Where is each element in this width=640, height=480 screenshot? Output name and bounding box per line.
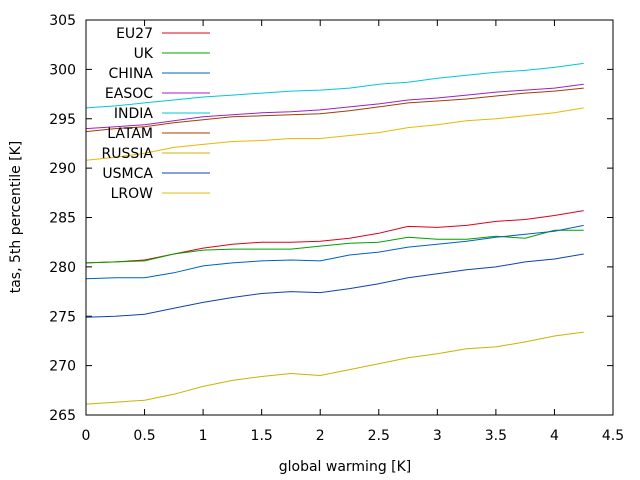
x-tick-label: 1.5 [251, 428, 273, 444]
x-tick-label: 2.5 [368, 428, 390, 444]
legend-label-easoc: EASOC [105, 86, 153, 102]
y-tick-label: 270 [49, 359, 76, 375]
legend-label-china: CHINA [109, 66, 154, 82]
series-line-latam [85, 87, 584, 133]
y-tick-label: 300 [49, 62, 76, 78]
x-tick-label: 3.5 [485, 428, 507, 444]
legend-label-russia: RUSSIA [102, 146, 154, 162]
x-tick-label: 1 [199, 428, 208, 444]
y-tick-label: 290 [49, 161, 76, 177]
legend-label-usmca: USMCA [102, 166, 153, 182]
legend-label-india: INDIA [114, 106, 154, 122]
y-tick-label: 265 [49, 408, 76, 424]
y-tick-label: 275 [49, 309, 76, 325]
y-tick-label: 305 [49, 13, 76, 29]
axis-ticks: 0 0.5 1 1.5 2 2.5 3 3.5 4 4.5 265 270 275 280 285 290 29… [49, 13, 624, 444]
legend-label-latam: LATAM [107, 126, 153, 142]
legend-label-lrow: LROW [111, 186, 154, 202]
series-line-lrow [85, 107, 584, 161]
x-tick-label: 4 [550, 428, 559, 444]
y-tick-label: 295 [49, 112, 76, 128]
series-line-russia [85, 331, 584, 405]
y-axis-label: tas, 5th percentile [K] [8, 141, 24, 294]
x-tick-label: 3 [433, 428, 442, 444]
series-line-easoc [85, 83, 584, 130]
x-tick-label: 4.5 [602, 428, 624, 444]
x-tick-label: 2 [316, 428, 325, 444]
y-tick-label: 280 [49, 260, 76, 276]
x-axis-label: global warming [K] [279, 459, 412, 475]
legend: EU27 UK CHINA EASOC INDIA LATAM RUSSIA USMCA LRO… [102, 26, 210, 202]
x-tick-label: 0.5 [133, 428, 155, 444]
y-tick-label: 285 [49, 211, 76, 227]
x-tick-label: 0 [82, 428, 91, 444]
series-line-usmca [85, 253, 584, 318]
series-lines [85, 62, 584, 405]
legend-label-uk: UK [134, 46, 154, 62]
plot-frame [85, 19, 614, 416]
series-line-india [85, 62, 584, 109]
series-line-china [85, 224, 584, 280]
legend-label-eu27: EU27 [116, 26, 153, 42]
